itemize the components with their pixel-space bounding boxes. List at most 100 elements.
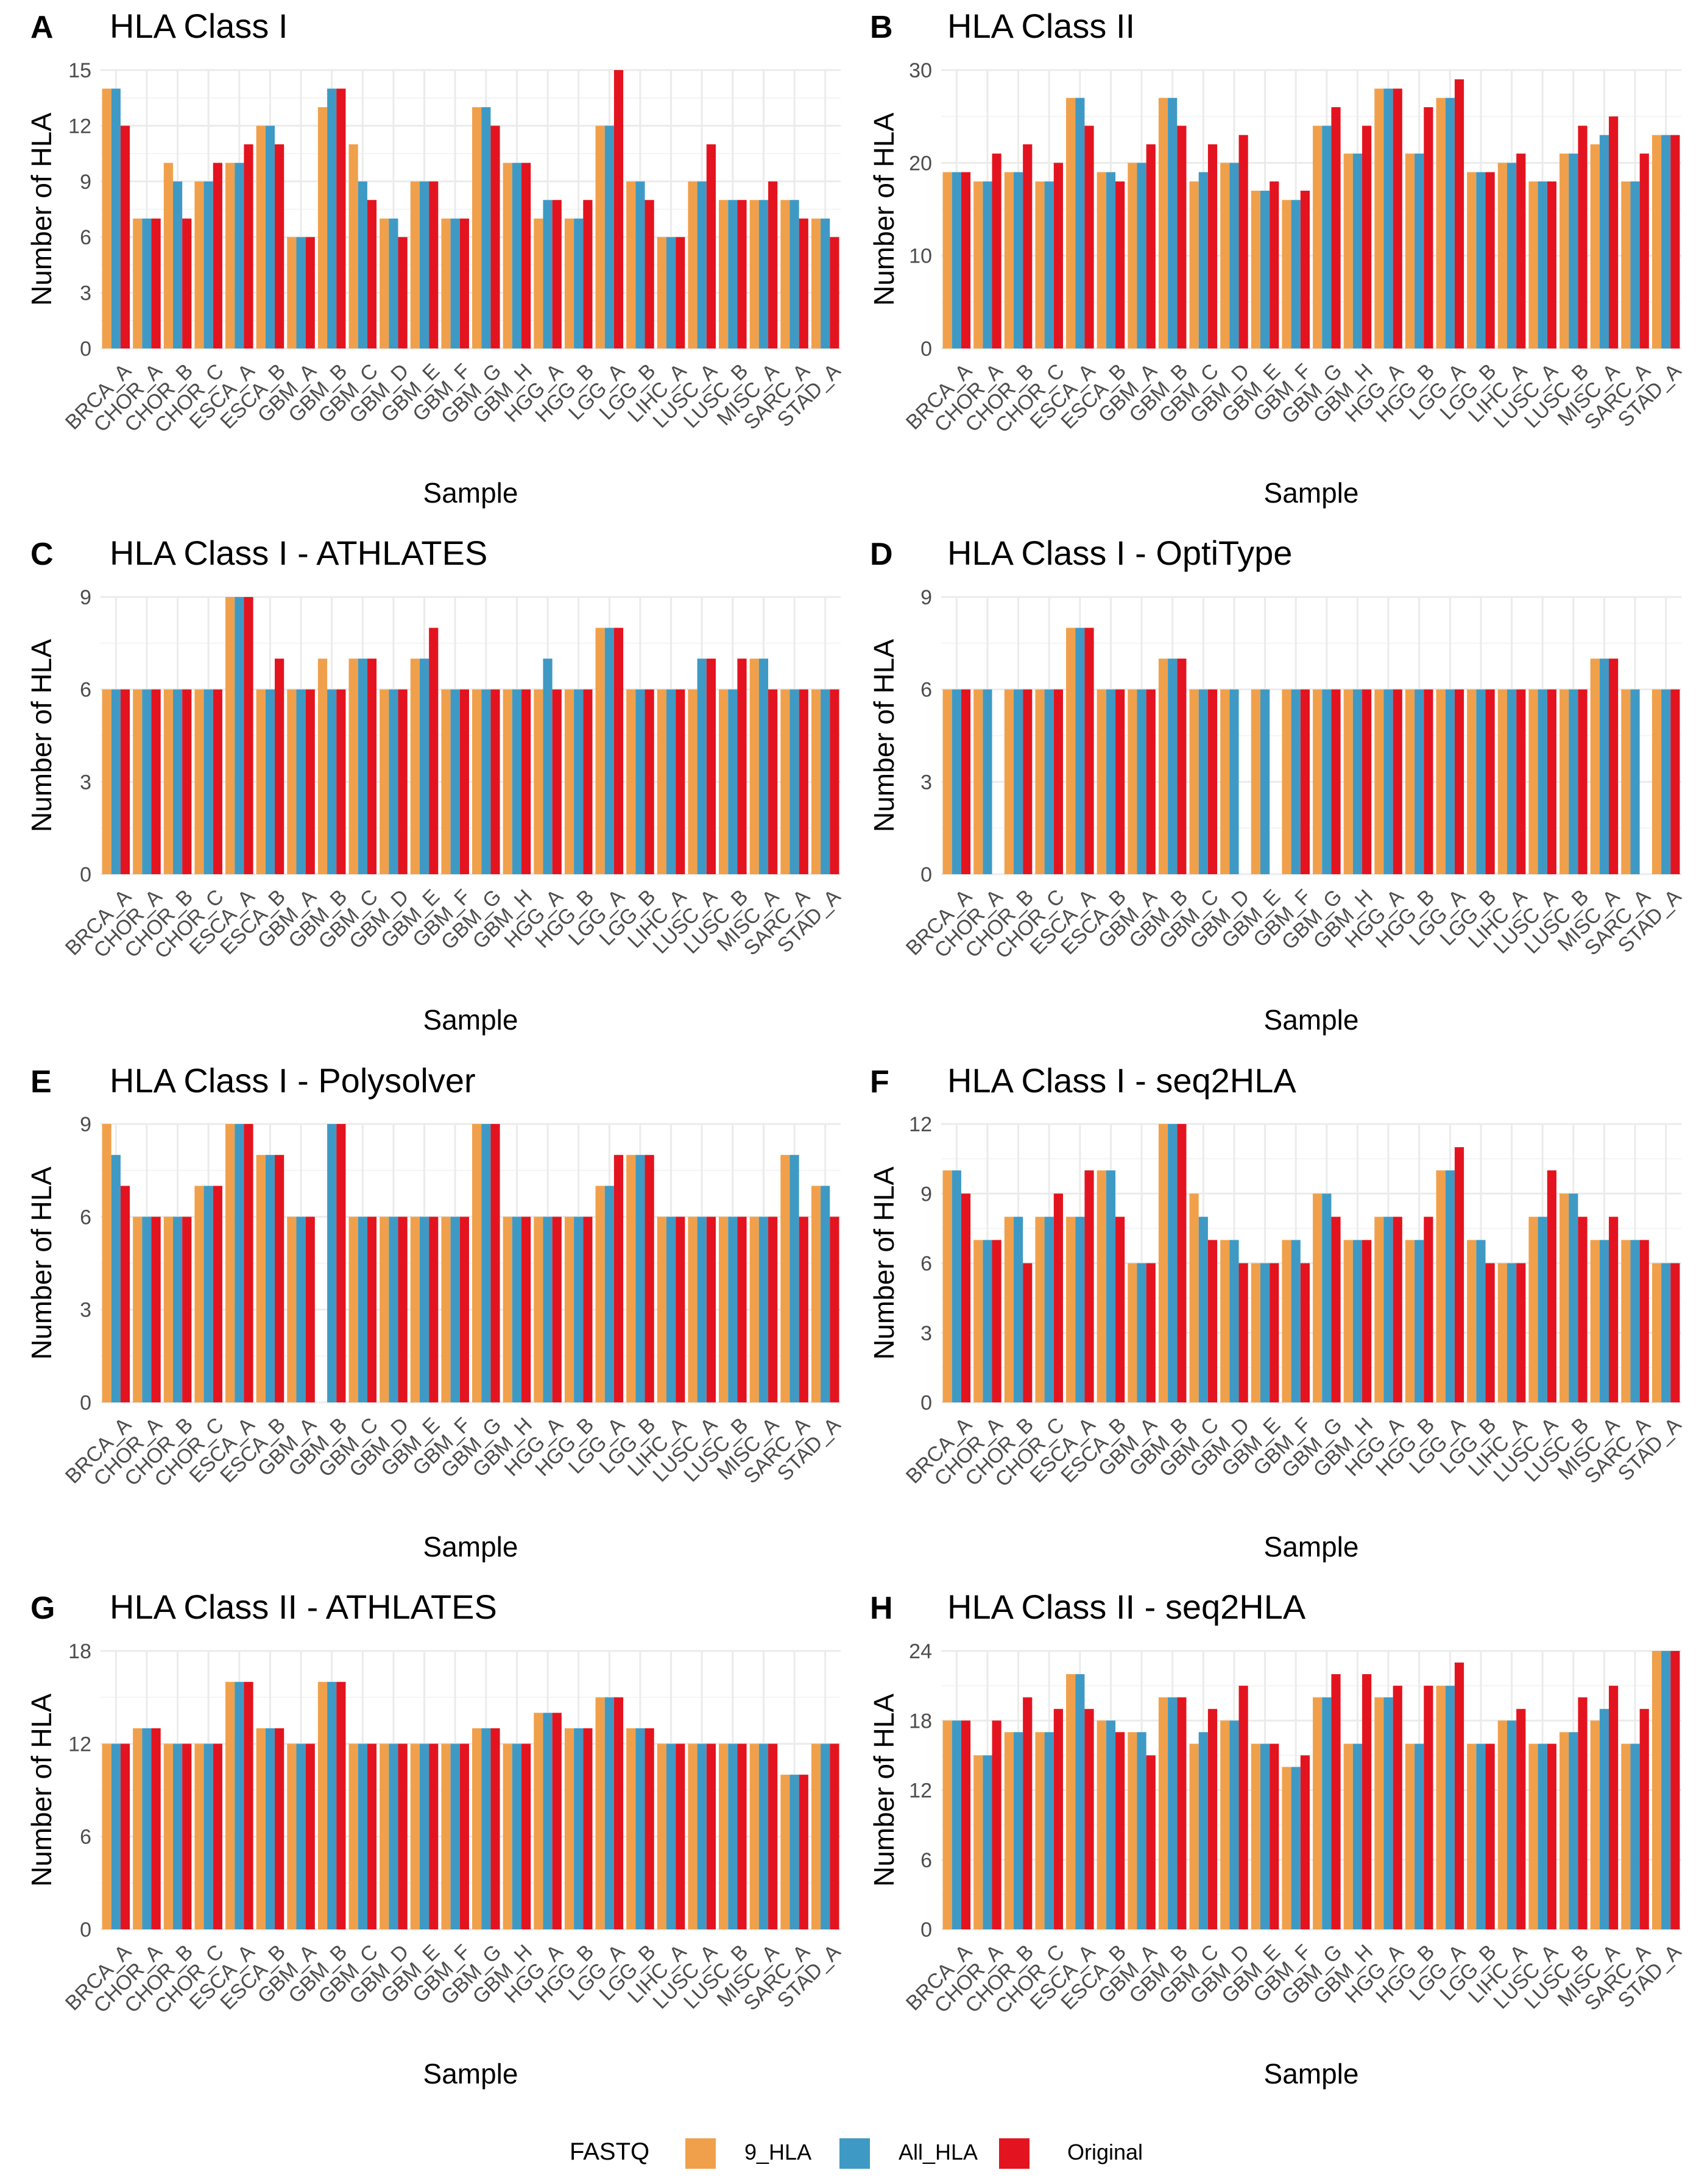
panel-f-bar-chor-a-original xyxy=(992,1240,1001,1402)
panel-e-bar-gbm-d-original xyxy=(398,1217,408,1402)
panel-g-bar-chor-a-all-hla xyxy=(142,1728,152,1929)
panel-d-bar-lusc-b-9-hla xyxy=(1559,689,1569,874)
panel-e-bar-lgg-b-9-hla xyxy=(626,1154,636,1402)
panel-d-bar-chor-b-9-hla xyxy=(1004,689,1014,874)
panel-h-bar-misc-a-9-hla xyxy=(1590,1720,1600,1929)
panel-e-bar-brca-a-9-hla xyxy=(102,1124,111,1402)
panel-b-bar-hgg-a-all-hla xyxy=(1383,88,1393,348)
panel-e-bar-stad-a-original xyxy=(830,1217,839,1402)
panel-b-bar-gbm-f-original xyxy=(1300,191,1310,348)
panel-c-y-tick-label: 3 xyxy=(80,771,91,794)
panel-d-bar-gbm-h-original xyxy=(1362,689,1372,874)
panel-b-bar-gbm-c-all-hla xyxy=(1198,172,1208,348)
panel-a-bar-hgg-a-9-hla xyxy=(534,218,543,348)
panel-a-y-axis-title: Number of HLA xyxy=(26,113,57,306)
panel-f-bar-esca-b-9-hla xyxy=(1097,1170,1106,1402)
panel-e-bar-lgg-b-original xyxy=(645,1154,654,1402)
panel-c-bar-sarc-a-original xyxy=(799,689,808,874)
panel-e-bar-gbm-a-original xyxy=(305,1217,315,1402)
panel-g-bar-chor-b-original xyxy=(182,1744,192,1929)
panel-g-bar-hgg-a-original xyxy=(552,1712,562,1929)
panel-g-bar-stad-a-original xyxy=(830,1744,839,1929)
panel-c-bar-hgg-b-all-hla xyxy=(574,689,584,874)
panel-b-y-tick-label: 10 xyxy=(909,245,932,268)
panel-c-bar-esca-b-original xyxy=(275,659,284,874)
panel-f-bar-chor-c-original xyxy=(1053,1193,1063,1402)
panel-e-bar-chor-a-original xyxy=(151,1217,161,1402)
panel-d-bar-lihc-a-original xyxy=(1516,689,1526,874)
panel-a-bar-esca-b-9-hla xyxy=(256,125,266,348)
panel-a-y-tick-label: 15 xyxy=(68,59,91,82)
panel-h-bar-lusc-b-all-hla xyxy=(1569,1732,1578,1929)
panel-c-bar-gbm-b-9-hla xyxy=(317,659,328,874)
panel-a-bar-misc-a-9-hla xyxy=(749,200,759,348)
panel-g-bar-hgg-b-9-hla xyxy=(564,1728,574,1929)
panel-d-bar-gbm-h-9-hla xyxy=(1343,689,1353,874)
panel-e-bar-gbm-d-all-hla xyxy=(389,1217,398,1402)
panel-e-bar-chor-b-9-hla xyxy=(163,1217,173,1402)
panel-e-bar-lusc-b-original xyxy=(737,1217,747,1402)
panel-a-bar-chor-b-9-hla xyxy=(163,163,173,348)
panel-g-bar-gbm-c-all-hla xyxy=(358,1744,367,1929)
panel-h-bar-stad-a-all-hla xyxy=(1661,1651,1671,1929)
panel-a-bar-lusc-b-9-hla xyxy=(719,200,729,348)
panel-f-bar-gbm-b-all-hla xyxy=(1168,1124,1178,1402)
panel-d-bar-chor-c-9-hla xyxy=(1035,689,1045,874)
panel-g-bar-misc-a-original xyxy=(768,1744,778,1929)
panel-d-bar-lgg-a-original xyxy=(1454,689,1464,874)
panel-b-bar-chor-a-all-hla xyxy=(983,181,992,348)
panel-b-bar-lusc-a-original xyxy=(1547,181,1556,348)
panel-d-y-tick-label: 9 xyxy=(920,586,932,609)
panel-h-bar-gbm-d-9-hla xyxy=(1220,1720,1230,1929)
panel-d-y-tick-label: 3 xyxy=(920,771,932,794)
panel-d-letter: D xyxy=(870,537,893,572)
panel-a-bar-lgg-b-9-hla xyxy=(626,181,636,348)
panel-g-bar-lgg-a-9-hla xyxy=(595,1697,605,1929)
panel-g-letter: G xyxy=(30,1591,55,1626)
panel-g-bar-lgg-b-9-hla xyxy=(626,1728,636,1929)
panel-g-bar-gbm-h-original xyxy=(521,1744,531,1929)
panel-e-bar-gbm-c-9-hla xyxy=(348,1217,358,1402)
panel-e-bar-misc-a-9-hla xyxy=(749,1217,759,1402)
panel-b-bar-lusc-b-original xyxy=(1578,125,1588,348)
panel-c-bar-gbm-c-original xyxy=(367,659,377,874)
panel-h-bar-gbm-e-all-hla xyxy=(1260,1744,1270,1929)
panel-e-bar-gbm-d-9-hla xyxy=(380,1217,389,1402)
panel-a-letter: A xyxy=(30,10,54,45)
panel-a-bar-lgg-b-all-hla xyxy=(635,181,645,348)
panel-f-bar-hgg-a-9-hla xyxy=(1374,1217,1384,1402)
panel-f-bar-gbm-b-9-hla xyxy=(1158,1124,1168,1402)
panel-a-bar-hgg-b-all-hla xyxy=(574,218,584,348)
panel-h-bar-lusc-a-all-hla xyxy=(1538,1744,1547,1929)
panel-h-bar-lihc-a-original xyxy=(1516,1709,1526,1929)
panel-h-bar-gbm-d-all-hla xyxy=(1229,1720,1239,1929)
panel-h-bar-gbm-g-original xyxy=(1331,1674,1341,1929)
panel-h-bar-gbm-c-all-hla xyxy=(1198,1732,1208,1929)
panel-d-bar-sarc-a-all-hla xyxy=(1630,689,1640,874)
panel-f-bar-hgg-b-original xyxy=(1424,1217,1433,1402)
panel-e-bar-esca-b-9-hla xyxy=(256,1154,266,1402)
panel-h-bar-sarc-a-original xyxy=(1639,1709,1649,1929)
panel-b-bar-lihc-a-9-hla xyxy=(1497,163,1507,348)
panel-d-bar-chor-c-all-hla xyxy=(1044,689,1054,874)
panel-b-bar-lgg-b-original xyxy=(1485,172,1495,348)
legend-swatch-all-hla xyxy=(839,2138,870,2169)
panel-d-bar-esca-a-original xyxy=(1084,627,1094,874)
panel-c-bar-hgg-a-original xyxy=(552,689,562,874)
panel-f-letter: F xyxy=(870,1064,889,1100)
panel-h-bar-hgg-a-all-hla xyxy=(1383,1697,1393,1929)
panel-h-bar-gbm-b-9-hla xyxy=(1158,1697,1168,1929)
panel-c-bar-gbm-c-all-hla xyxy=(358,659,367,874)
panel-b-bar-gbm-b-original xyxy=(1177,125,1187,348)
panel-e-bar-hgg-a-all-hla xyxy=(543,1217,553,1402)
panel-b-bar-gbm-d-all-hla xyxy=(1229,163,1239,348)
panel-f-bar-gbm-a-original xyxy=(1146,1263,1156,1402)
panel-f-bar-lusc-a-all-hla xyxy=(1538,1217,1547,1402)
panel-c-bar-stad-a-9-hla xyxy=(811,689,821,874)
panel-a-bar-brca-a-9-hla xyxy=(102,88,111,348)
panel-b: 0102030BRCA_ACHOR_ACHOR_BCHOR_CESCA_AESC… xyxy=(868,7,1686,509)
panel-b-bar-chor-c-9-hla xyxy=(1035,181,1045,348)
panel-f-title: HLA Class I - seq2HLA xyxy=(947,1061,1296,1100)
panel-c-bar-esca-a-original xyxy=(244,597,253,874)
